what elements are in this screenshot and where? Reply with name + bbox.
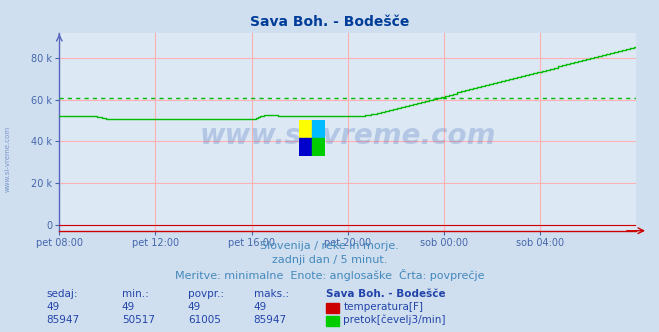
Text: min.:: min.: (122, 289, 149, 299)
Text: 85947: 85947 (254, 315, 287, 325)
Text: Slovenija / reke in morje.: Slovenija / reke in morje. (260, 241, 399, 251)
Bar (312, 120, 325, 138)
Text: zadnji dan / 5 minut.: zadnji dan / 5 minut. (272, 255, 387, 265)
Text: 49: 49 (188, 302, 201, 312)
Text: maks.:: maks.: (254, 289, 289, 299)
Text: 49: 49 (46, 302, 59, 312)
Bar (299, 138, 312, 156)
Text: www.si-vreme.com: www.si-vreme.com (5, 126, 11, 193)
Text: 50517: 50517 (122, 315, 155, 325)
Text: sedaj:: sedaj: (46, 289, 78, 299)
Text: Sava Boh. - Bodešče: Sava Boh. - Bodešče (250, 15, 409, 29)
Text: 49: 49 (254, 302, 267, 312)
Text: Meritve: minimalne  Enote: anglosaške  Črta: povprečje: Meritve: minimalne Enote: anglosaške Črt… (175, 269, 484, 281)
Text: 85947: 85947 (46, 315, 79, 325)
Text: 49: 49 (122, 302, 135, 312)
Text: pretok[čevelj3/min]: pretok[čevelj3/min] (343, 314, 446, 325)
Text: www.si-vreme.com: www.si-vreme.com (200, 122, 496, 150)
Text: Sava Boh. - Bodešče: Sava Boh. - Bodešče (326, 289, 446, 299)
Text: povpr.:: povpr.: (188, 289, 224, 299)
Text: 61005: 61005 (188, 315, 221, 325)
Text: temperatura[F]: temperatura[F] (343, 302, 423, 312)
Bar (312, 138, 325, 156)
Bar (299, 120, 312, 138)
